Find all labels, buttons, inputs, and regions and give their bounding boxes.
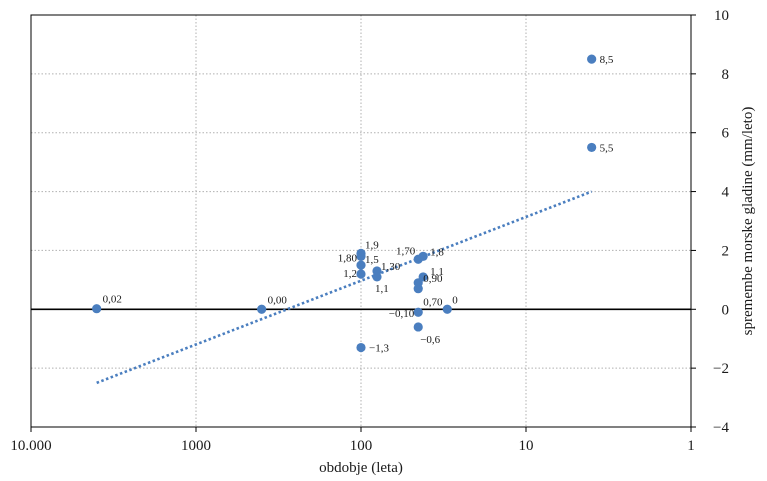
data-label: 8,5 [600, 54, 614, 66]
data-point [356, 269, 366, 279]
data-label: 1,1 [430, 266, 444, 278]
data-point [356, 342, 366, 353]
x-tick-label: 100 [350, 438, 373, 454]
data-label: 1,8 [430, 246, 444, 258]
y-axis-title: spremembe morske gladine (mm/leto) [740, 107, 756, 336]
data-point [356, 251, 366, 261]
y-tick-label: 6 [722, 126, 730, 142]
data-point [257, 304, 267, 314]
x-tick-label: 10 [519, 438, 534, 454]
data-point [356, 260, 366, 270]
trendline [96, 190, 593, 385]
x-tick-label: 1000 [181, 438, 211, 454]
data-labels-layer: 0,02 0,00 1,9 1,80 1,5 1,2 1,30 1,1 −1,3 1,70 1,8 1… [103, 54, 614, 354]
x-tick-label: 10.000 [10, 438, 51, 454]
data-label: 1,5 [365, 254, 379, 266]
data-label: 0,90 [423, 273, 443, 285]
data-label: 0 [452, 294, 458, 306]
data-point [587, 54, 597, 64]
data-point [92, 304, 102, 314]
data-label: 0,02 [103, 294, 122, 306]
x-axis-title: obdobje (leta) [319, 460, 403, 476]
data-label: 0,70 [423, 297, 443, 309]
data-label: 1,2 [343, 268, 357, 280]
data-point [418, 251, 428, 261]
data-label: 1,30 [381, 261, 401, 273]
data-point [413, 307, 423, 317]
data-point [372, 272, 382, 282]
data-point [413, 322, 423, 332]
data-label: −1,3 [369, 343, 389, 355]
tick-labels-layer: 10.000 1000 100 10 1 −4 −2 0 2 4 6 8 10 [10, 8, 729, 454]
data-label: −0,10 [389, 308, 415, 320]
data-label: 1,70 [396, 245, 416, 257]
data-label: −0,6 [420, 334, 440, 346]
data-label: 1,80 [338, 252, 358, 264]
y-tick-label: 10 [714, 8, 729, 24]
data-point [442, 304, 452, 314]
grid-layer [31, 15, 691, 427]
y-tick-label: 0 [722, 302, 730, 318]
y-tick-label: −4 [713, 420, 729, 436]
points-layer [92, 54, 597, 353]
data-label: 0,00 [268, 294, 288, 306]
data-label: 1,1 [375, 283, 389, 295]
data-point [413, 284, 423, 294]
data-label: 5,5 [600, 142, 614, 154]
trendline-layer [96, 190, 593, 385]
y-tick-label: −2 [713, 361, 729, 377]
y-tick-label: 4 [722, 185, 730, 201]
y-tick-label: 2 [722, 243, 730, 259]
x-tick-label: 1 [687, 438, 695, 454]
data-label: 1,9 [365, 239, 379, 251]
y-tick-label: 8 [722, 67, 730, 83]
data-point [587, 142, 597, 153]
